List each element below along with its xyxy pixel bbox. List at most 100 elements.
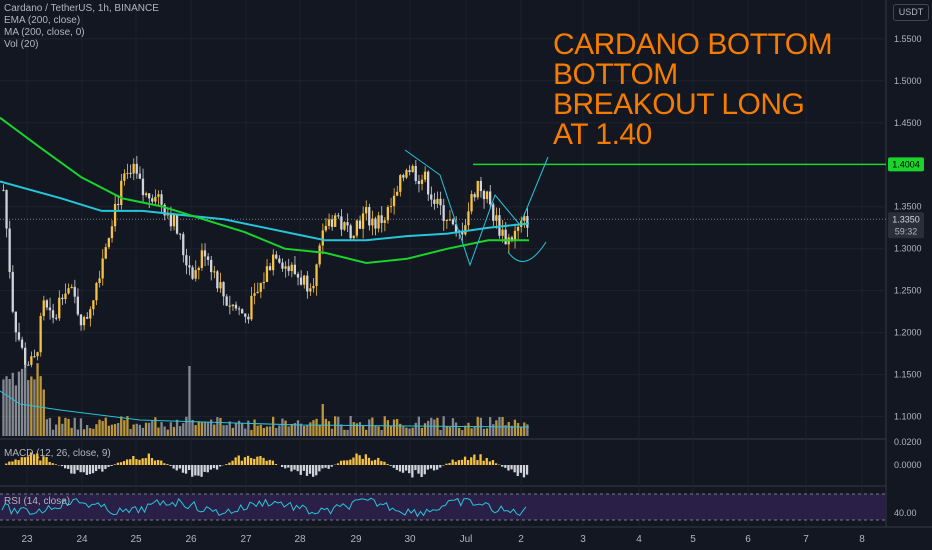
macd-bar [287, 465, 290, 468]
macd-bar [383, 461, 386, 465]
annotation-line: CARDANO BOTTOM [553, 28, 833, 61]
candle-body [399, 175, 402, 192]
macd-bar [234, 457, 237, 465]
candle-body [89, 309, 92, 319]
candle-body [163, 204, 166, 216]
annotation-text: CARDANO BOTTOM BOTTOM BREAKOUT LONG AT 1… [553, 28, 833, 150]
macd-bar [439, 465, 442, 468]
candle-body [182, 234, 185, 256]
volume-bar [315, 418, 318, 436]
macd-bar [519, 465, 522, 473]
macd-bar [253, 458, 256, 465]
legend-vol: Vol (20) [4, 39, 39, 50]
volume-bar [451, 418, 455, 436]
macd-bar [516, 465, 519, 477]
macd-bar [398, 465, 402, 472]
volume-bar [306, 425, 309, 436]
candle-body [299, 277, 303, 285]
macd-bar [336, 463, 340, 465]
candle-body [377, 215, 380, 229]
volume-bar [27, 380, 30, 436]
macd-bar [33, 454, 36, 465]
macd-bar [39, 460, 42, 465]
candle-body [510, 237, 513, 241]
candle-body [340, 216, 343, 230]
y-tick-label: 1.4500 [894, 118, 922, 128]
candle-body [265, 266, 269, 282]
macd-bar [60, 465, 64, 467]
volume-bar [144, 422, 148, 436]
volume-bar [120, 416, 123, 436]
volume-bar [64, 417, 67, 436]
legend-title: Cardano / TetherUS, 1h, BINANCE [4, 3, 159, 14]
candle-body [346, 222, 349, 226]
volume-bar [411, 427, 414, 436]
candle-body [110, 226, 114, 239]
candle-body [151, 198, 154, 202]
x-tick-label: 3 [580, 534, 586, 545]
macd-bar [36, 453, 39, 465]
candle-body [27, 364, 30, 366]
currency-badge[interactable]: USDT [893, 4, 929, 21]
macd-bar [150, 458, 154, 465]
macd-bar [237, 455, 240, 465]
candle-body [504, 229, 507, 245]
candle-body [464, 225, 467, 235]
y-tick-label: 1.3000 [894, 244, 922, 254]
volume-bar [197, 421, 200, 436]
volume-bar [213, 424, 216, 436]
volume-bar [225, 425, 228, 436]
volume-bar [262, 427, 265, 436]
macd-bar [101, 465, 104, 472]
macd-label: MACD (12, 26, close, 9) [4, 448, 111, 459]
macd-bar [290, 465, 293, 472]
candle-body [451, 219, 455, 225]
candle-body [454, 224, 458, 232]
ema-line [0, 180, 530, 242]
macd-bar [268, 459, 271, 465]
volume-bar [234, 422, 238, 436]
candle-body [203, 250, 207, 257]
candle-body [365, 207, 368, 214]
volume-bar [154, 417, 157, 436]
macd-bar [42, 456, 45, 465]
candle-body [306, 275, 309, 292]
macd-bar [64, 465, 67, 469]
macd-bar [377, 457, 380, 465]
volume-bar [141, 427, 145, 436]
candle-body [482, 190, 486, 200]
macd-bar [485, 457, 488, 465]
volume-bar [98, 419, 101, 436]
candle-body [67, 288, 70, 294]
candle-body [287, 266, 290, 272]
volume-bar [194, 425, 197, 436]
candle-body [256, 291, 259, 294]
candle-body [55, 317, 58, 319]
macd-bar [392, 465, 395, 468]
volume-bar [172, 426, 176, 436]
macd-bar [157, 460, 160, 465]
candle-body [237, 308, 241, 310]
candle-body [321, 230, 324, 246]
volume-bar [458, 427, 461, 436]
y-tick-label: 1.5000 [894, 76, 922, 86]
volume-bar [107, 425, 110, 436]
volume-bar [253, 419, 256, 436]
candle-body [247, 316, 250, 320]
macd-tick-label: 0.0200 [894, 437, 922, 447]
volume-bar [2, 379, 5, 436]
macd-bar [405, 465, 408, 471]
candle-body [442, 205, 445, 222]
candle-body [48, 307, 52, 311]
volume-bar [20, 368, 24, 436]
macd-bar [88, 465, 92, 475]
x-tick-label: 27 [240, 534, 252, 545]
volume-bar [210, 419, 213, 436]
candle-body [17, 332, 21, 340]
candle-body [185, 255, 188, 266]
candle-body [241, 309, 244, 314]
candle-body [175, 213, 179, 234]
candle-body [95, 283, 98, 301]
